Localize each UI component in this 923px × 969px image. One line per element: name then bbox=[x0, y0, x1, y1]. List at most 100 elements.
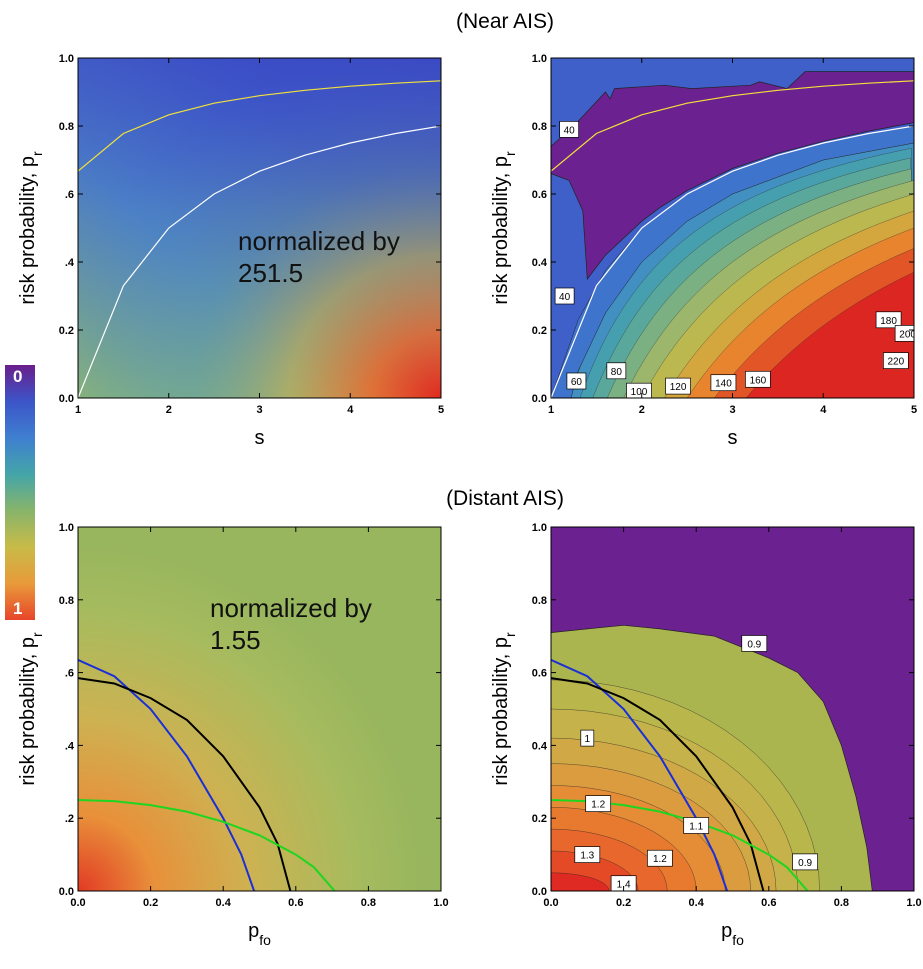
contour-label: 160 bbox=[745, 370, 771, 388]
y-axis-label: risk probability, pr bbox=[490, 151, 518, 305]
series-curve bbox=[78, 125, 441, 398]
x-tick-label: 1.0 bbox=[906, 897, 921, 909]
x-tick-label: 0.4 bbox=[689, 897, 705, 909]
series-curve bbox=[78, 799, 336, 891]
contour-band bbox=[745, 271, 914, 398]
plot-area bbox=[78, 527, 441, 891]
contour-label: 40 bbox=[559, 121, 580, 138]
series-curve bbox=[78, 677, 292, 891]
contour-label: 120 bbox=[665, 377, 691, 395]
contour-label: 60 bbox=[566, 372, 587, 390]
svg-text:80: 80 bbox=[611, 367, 623, 378]
y-axis-label: risk probability, pr bbox=[17, 151, 45, 305]
contour-label: 100 bbox=[626, 382, 652, 398]
contour-label: 220 bbox=[882, 352, 909, 369]
plot-area bbox=[78, 58, 441, 398]
section-title-distant: (Distant AIS) bbox=[446, 487, 564, 510]
x-tick-label: 0.4 bbox=[216, 897, 232, 909]
x-tick-label: 5 bbox=[438, 404, 444, 416]
plot-frame bbox=[550, 526, 915, 892]
series-curve bbox=[78, 80, 441, 172]
y-tick-label: 0.2 bbox=[532, 813, 547, 825]
colorbar: 01 bbox=[5, 365, 35, 620]
y-tick-label: .4 bbox=[65, 257, 75, 269]
normalization-annotation: normalized by bbox=[210, 593, 372, 623]
colorbar-label-top: 0 bbox=[13, 367, 22, 386]
normalization-annotation: normalized by bbox=[238, 226, 400, 256]
svg-text:220: 220 bbox=[888, 357, 905, 368]
series-curve bbox=[551, 80, 914, 172]
section-title-near: (Near AIS) bbox=[456, 10, 554, 33]
y-tick-label: .2 bbox=[65, 813, 74, 825]
x-tick-label: 0.2 bbox=[143, 897, 158, 909]
y-tick-label: 0.2 bbox=[59, 325, 74, 337]
svg-text:40: 40 bbox=[559, 292, 571, 303]
contour-label: 0.9 bbox=[741, 635, 768, 652]
y-tick-label: .6 bbox=[65, 668, 74, 680]
svg-text:1.2: 1.2 bbox=[591, 800, 605, 811]
svg-text:200: 200 bbox=[899, 329, 916, 340]
heatmap-field bbox=[78, 527, 441, 891]
x-tick-label: 2 bbox=[639, 404, 645, 416]
y-tick-label: 0.8 bbox=[532, 121, 547, 133]
x-axis-label: pfo bbox=[248, 920, 271, 948]
svg-text:1.1: 1.1 bbox=[689, 821, 703, 832]
heatmap-top-band bbox=[78, 58, 441, 398]
svg-text:1.2: 1.2 bbox=[653, 854, 667, 865]
colorbar-label-bottom: 1 bbox=[13, 599, 22, 618]
svg-text:60: 60 bbox=[571, 377, 583, 388]
svg-text:140: 140 bbox=[715, 379, 732, 390]
x-tick-label: 1 bbox=[75, 404, 81, 416]
plot-frame bbox=[77, 526, 442, 892]
svg-text:0.9: 0.9 bbox=[747, 639, 761, 650]
x-tick-label: 4 bbox=[820, 404, 827, 416]
y-tick-label: 0.0 bbox=[532, 393, 547, 405]
svg-text:1.4: 1.4 bbox=[617, 880, 631, 891]
x-axis-label: s bbox=[255, 427, 265, 449]
x-tick-label: 0.2 bbox=[616, 897, 631, 909]
series-curve bbox=[551, 677, 765, 891]
contour-band bbox=[551, 872, 610, 891]
plot-area: 0.9 1 1.2 1.1 0.9 1.3 1.2 1.4 bbox=[551, 527, 914, 891]
contour-label: 80 bbox=[606, 362, 627, 380]
y-tick-label: 0.4 bbox=[532, 740, 548, 752]
svg-text:1.3: 1.3 bbox=[580, 851, 594, 862]
y-tick-label: 1.0 bbox=[532, 53, 547, 65]
colorbar-gradient bbox=[5, 365, 35, 620]
x-tick-label: 0.0 bbox=[70, 897, 85, 909]
x-axis-label: s bbox=[728, 427, 738, 449]
y-tick-label: 0.4 bbox=[532, 257, 548, 269]
x-tick-label: 3 bbox=[256, 404, 262, 416]
x-tick-label: 0.8 bbox=[834, 897, 849, 909]
y-tick-label: 1.0 bbox=[59, 522, 74, 534]
y-tick-label: 0.8 bbox=[59, 595, 74, 607]
x-tick-label: 0.8 bbox=[361, 897, 376, 909]
x-tick-label: 2 bbox=[166, 404, 172, 416]
x-tick-label: 0.0 bbox=[543, 897, 558, 909]
contour-label: 40 bbox=[554, 287, 575, 305]
y-tick-label: 0.8 bbox=[532, 595, 547, 607]
contour-label: 1 bbox=[580, 729, 595, 747]
y-tick-label: 1.0 bbox=[532, 522, 547, 534]
contour-label: 1.2 bbox=[647, 849, 673, 867]
y-tick-label: 0.6 bbox=[532, 668, 547, 680]
series-curve bbox=[551, 125, 914, 398]
series-curve bbox=[78, 658, 256, 891]
y-tick-label: 0.0 bbox=[59, 393, 74, 405]
x-tick-label: 3 bbox=[729, 404, 735, 416]
x-tick-label: 4 bbox=[347, 404, 354, 416]
normalization-annotation: 1.55 bbox=[210, 625, 261, 655]
y-tick-label: .6 bbox=[65, 189, 74, 201]
y-tick-label: 0.8 bbox=[59, 121, 74, 133]
svg-text:1: 1 bbox=[585, 734, 591, 745]
contour-region-purple bbox=[551, 71, 914, 280]
svg-text:40: 40 bbox=[564, 125, 576, 136]
contour-label: 1.1 bbox=[683, 817, 710, 834]
svg-text:120: 120 bbox=[670, 382, 687, 393]
panel-distant-contour: 0.9 1 1.2 1.1 0.9 1.3 1.2 1.4 0.0 0.2 0.4 0.6 0.8 1.0… bbox=[490, 522, 922, 948]
y-tick-label: 0.2 bbox=[532, 325, 547, 337]
series-curve bbox=[551, 658, 729, 891]
